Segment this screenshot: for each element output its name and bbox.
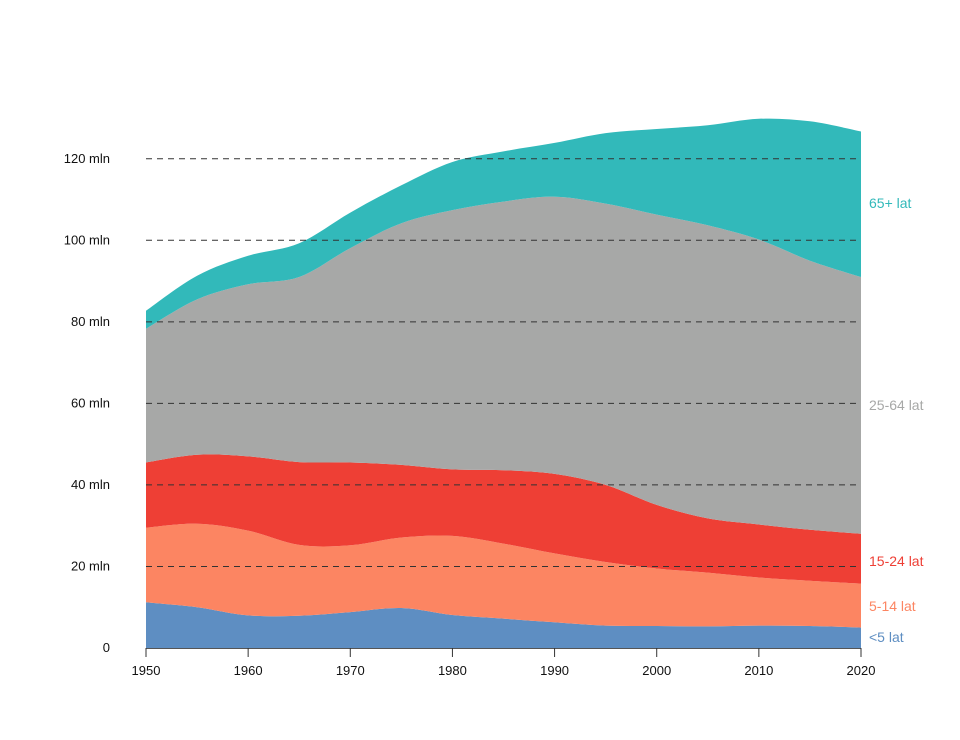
y-tick-label: 100 mln: [64, 232, 110, 247]
y-tick-label: 0: [103, 640, 110, 655]
series-label: 65+ lat: [869, 195, 912, 211]
y-tick-label: 80 mln: [71, 314, 110, 329]
series-label: 25-64 lat: [869, 397, 924, 413]
x-tick-label: 2010: [744, 663, 773, 678]
x-tick-label: 1960: [234, 663, 263, 678]
y-tick-label: 120 mln: [64, 151, 110, 166]
axes: 0 20 mln 40 mln 60 mln 80 mln 100 mln 120 mln 1…: [64, 151, 876, 678]
area-series-1: [146, 523, 861, 628]
area-series-0: [146, 602, 861, 648]
gridlines: [146, 158, 861, 567]
series-label: <5 lat: [869, 629, 904, 645]
x-tick-label: 1990: [540, 663, 569, 678]
series-labels: <5 lat 5-14 lat 15-24 lat 25-64 lat 65+ lat: [869, 195, 924, 645]
x-tick-label: 1950: [132, 663, 161, 678]
y-tick-label: 40 mln: [71, 477, 110, 492]
area-series-2: [146, 454, 861, 584]
area-series-group: [146, 118, 861, 648]
x-tick-label: 2020: [847, 663, 876, 678]
area-series-3: [146, 196, 861, 534]
series-label: 5-14 lat: [869, 598, 916, 614]
series-label: 15-24 lat: [869, 553, 924, 569]
area-series-4: [146, 118, 861, 329]
y-tick-label: 20 mln: [71, 558, 110, 573]
y-tick-label: 60 mln: [71, 395, 110, 410]
x-tick-label: 2000: [642, 663, 671, 678]
x-tick-label: 1970: [336, 663, 365, 678]
x-tick-label: 1980: [438, 663, 467, 678]
